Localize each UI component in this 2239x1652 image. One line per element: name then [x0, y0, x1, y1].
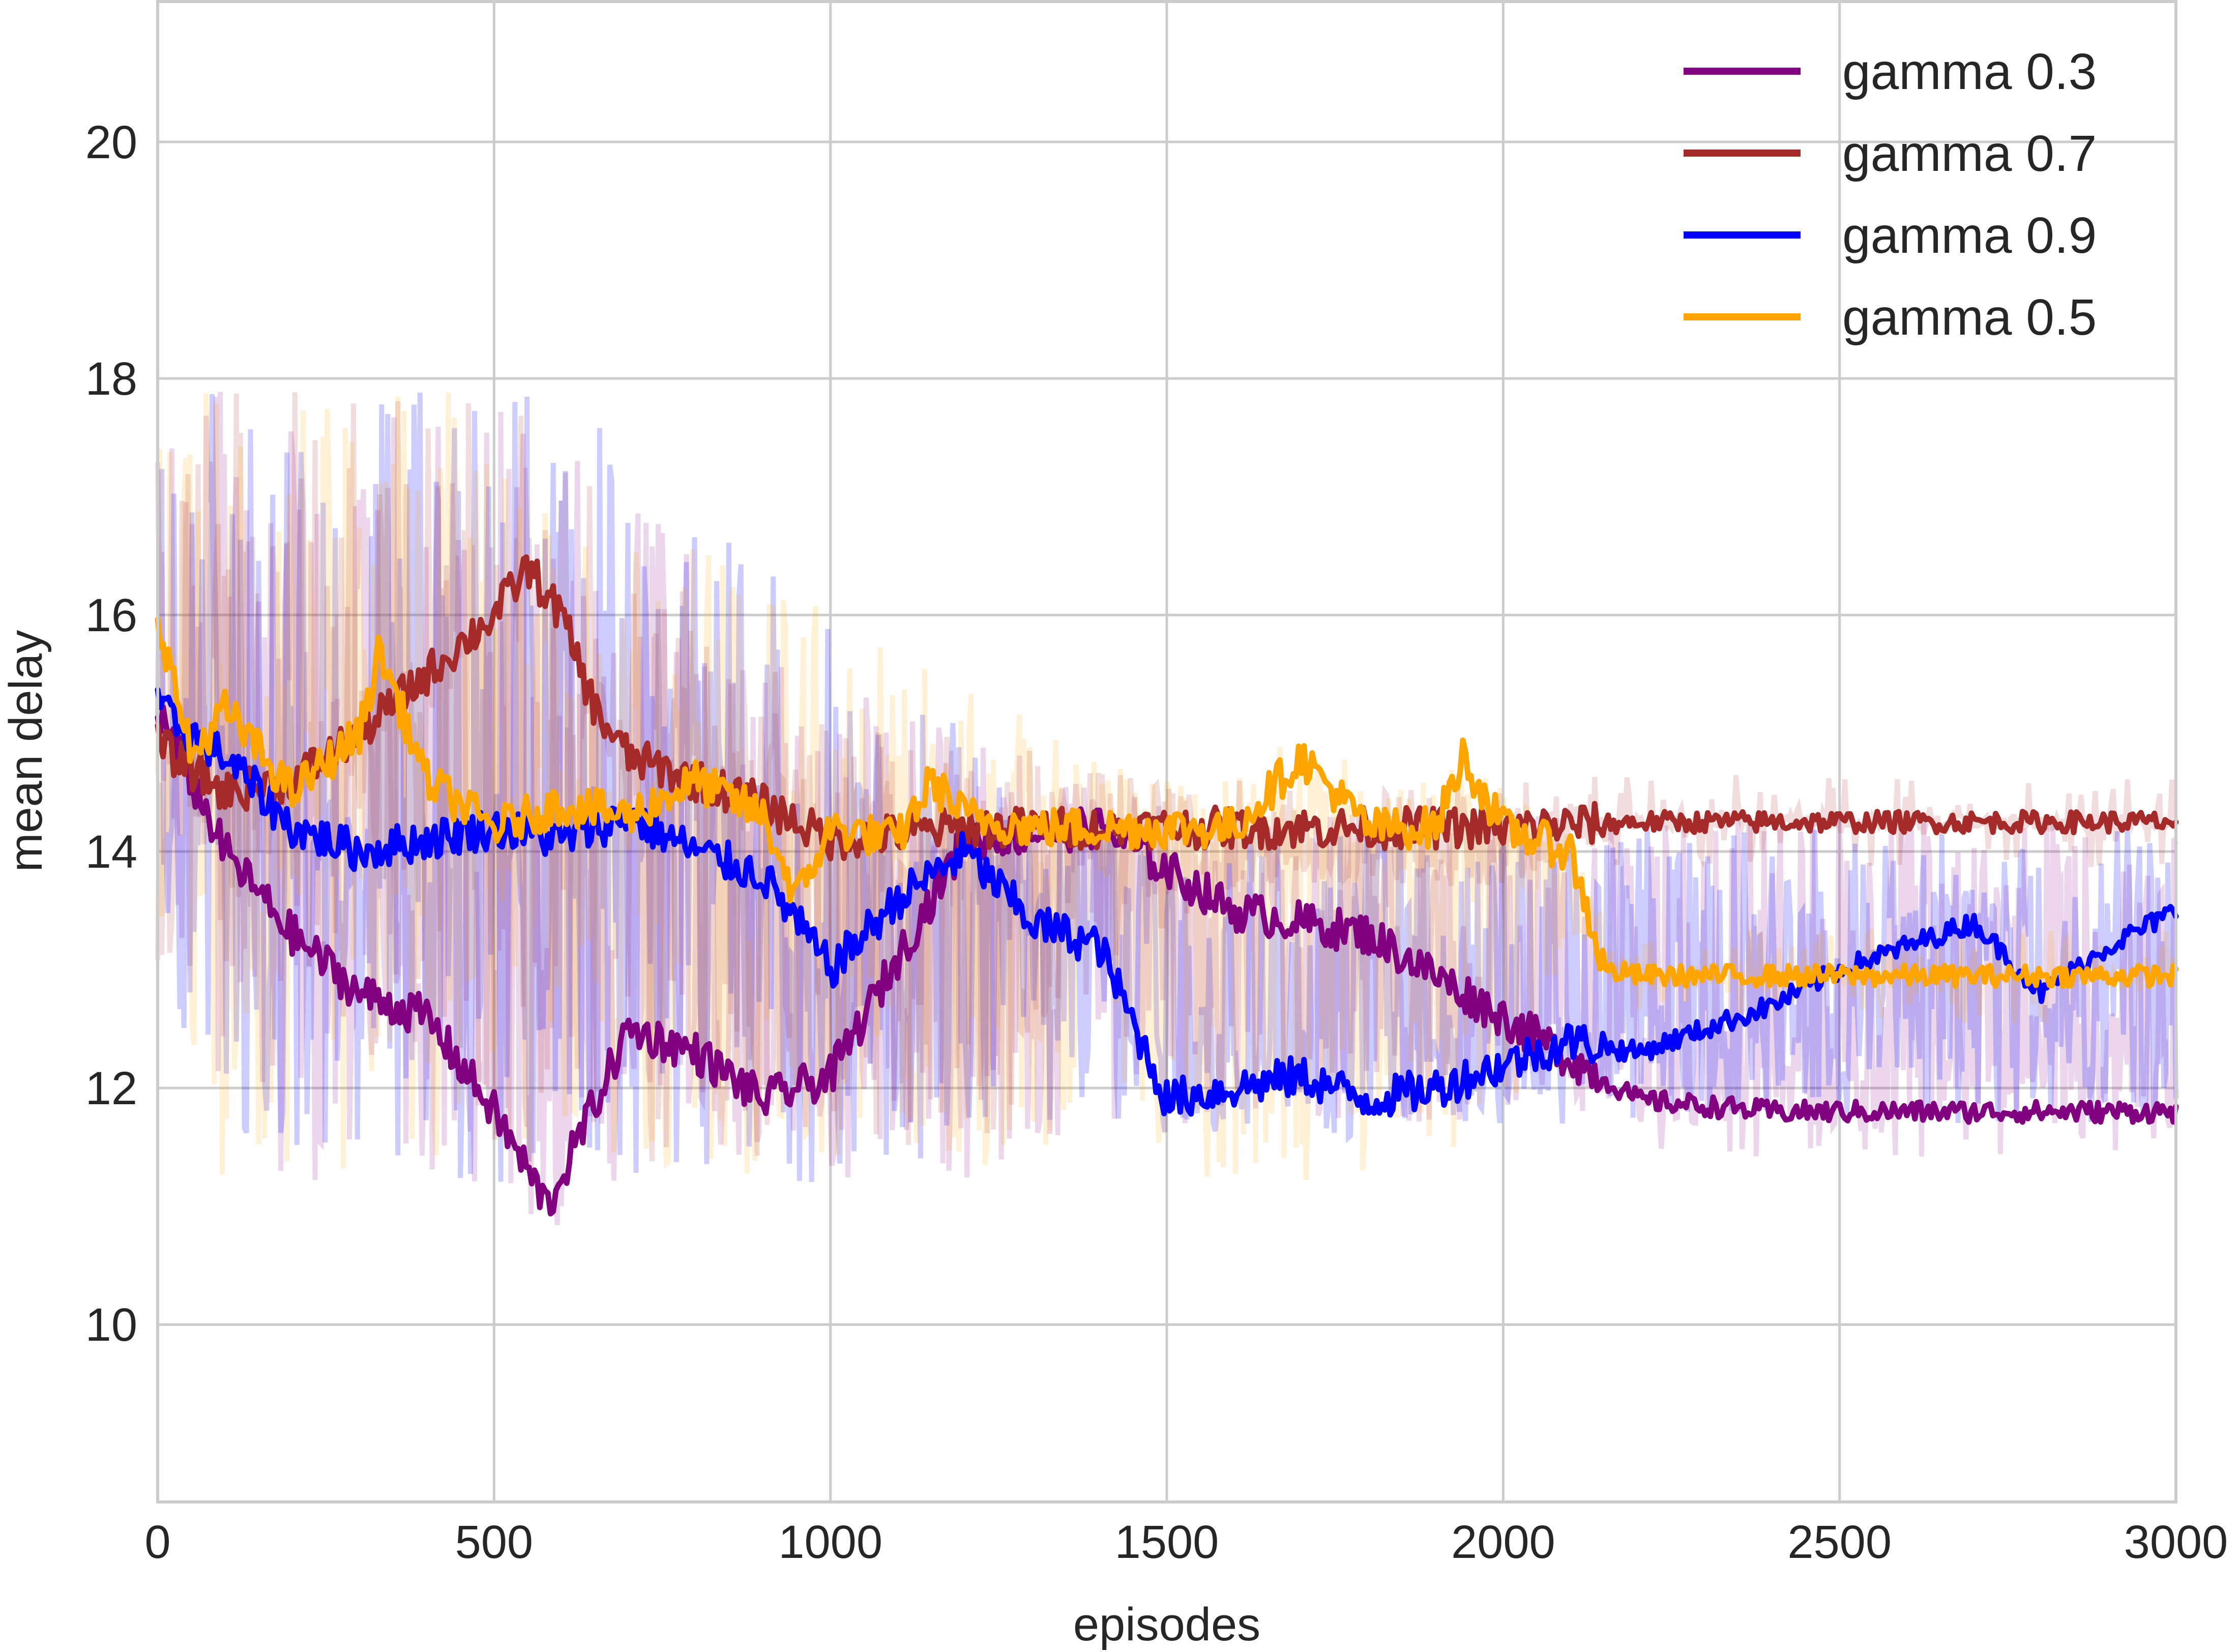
x-tick-label: 1000	[778, 1516, 882, 1568]
plot-frame	[156, 0, 2177, 1503]
x-tick-label: 500	[455, 1516, 534, 1568]
y-tick-label: 10	[85, 1299, 137, 1351]
legend-label-4: gamma 0.5	[1842, 289, 2097, 346]
grid	[156, 0, 2177, 1502]
x-tick-label: 2000	[1451, 1516, 1555, 1568]
series-line-1	[155, 704, 2179, 1217]
legend-label-1: gamma 0.3	[1842, 43, 2097, 100]
x-tick-label: 2500	[1787, 1516, 1892, 1568]
legend-label-2: gamma 0.7	[1842, 125, 2097, 182]
raw-series-1	[155, 392, 2178, 1225]
legend-label-3: gamma 0.9	[1842, 207, 2097, 264]
legend: gamma 0.3 gamma 0.7 gamma 0.9 gamma 0.5	[1684, 43, 2097, 346]
y-axis-title: mean delay	[0, 630, 52, 872]
raw-series-2	[155, 392, 2178, 1162]
series-line-4	[155, 616, 2179, 989]
y-tick-label: 14	[85, 826, 137, 878]
x-tick-label: 3000	[2124, 1516, 2228, 1568]
x-axis-title: episodes	[1073, 1599, 1260, 1650]
x-tick-label: 1500	[1115, 1516, 1219, 1568]
y-tick-label: 18	[85, 353, 137, 405]
y-tick-label: 20	[85, 116, 137, 168]
y-tick-label: 16	[85, 589, 137, 641]
tick-labels: 0 500 1000 1500 2000 2500 3000 10 12 14 16 18 20	[85, 116, 2228, 1568]
y-tick-label: 12	[85, 1063, 137, 1114]
smoothed-series-layer	[155, 554, 2179, 1217]
x-tick-label: 0	[144, 1516, 170, 1568]
